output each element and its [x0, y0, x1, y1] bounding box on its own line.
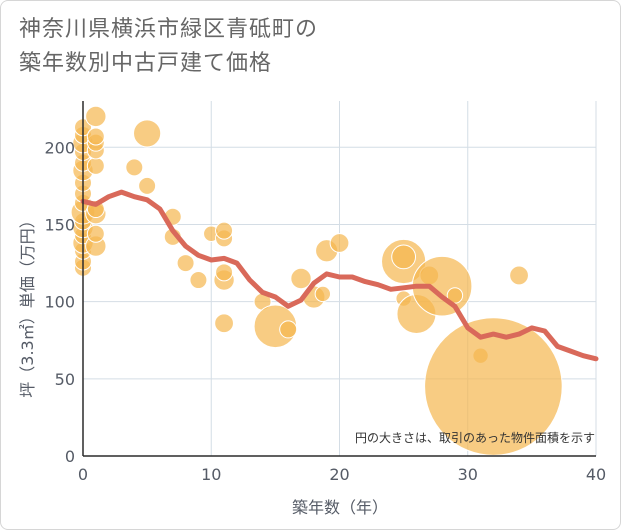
x-tick-label: 0 [78, 465, 88, 484]
bubble-point [279, 320, 298, 339]
bubble-point [329, 233, 350, 253]
y-tick-label: 0 [65, 447, 75, 466]
bubble-point [314, 285, 332, 303]
y-tick-label: 150 [44, 215, 75, 234]
bubble-point [215, 221, 234, 240]
y-tick-label: 100 [44, 293, 75, 312]
trend-layer [80, 189, 599, 362]
bubble-point [290, 267, 312, 290]
tick-labels: 0 10 20 30 40 0 50 100 150 200 [44, 138, 606, 484]
bubble-point [86, 127, 105, 146]
chart-title-line-1: 神奈川県横浜市緑区青砥町の [19, 17, 319, 42]
bubble-point [189, 271, 208, 290]
chart-title: 神奈川県横浜市緑区青砥町の 築年数別中古戸建て価格 [19, 13, 579, 81]
y-tick-label: 200 [44, 138, 75, 157]
x-tick-label: 10 [201, 465, 221, 484]
axes [82, 101, 596, 457]
size-note: 円の大きさは、取引のあった物件面積を示す [355, 430, 595, 445]
x-axis-label: 築年数（年） [292, 498, 388, 517]
bubble-point [138, 176, 157, 195]
bubble-point [86, 156, 105, 175]
x-tick-label: 40 [586, 465, 606, 484]
bubble-point [509, 265, 529, 286]
y-axis-label: 坪（3.3㎡）単価（万円） [18, 212, 37, 397]
bubble-point [85, 105, 107, 128]
x-tick-label: 30 [458, 465, 478, 484]
chart-title-line-2: 築年数別中古戸建て価格 [19, 51, 273, 76]
bubble-point [125, 158, 144, 177]
trend-line [80, 189, 599, 362]
x-tick-label: 20 [329, 465, 349, 484]
y-tick-label: 50 [55, 370, 75, 389]
bubble-point [86, 224, 105, 243]
bubble-point [391, 244, 417, 270]
bubble-point [214, 313, 234, 334]
bubble-point [215, 263, 234, 282]
bubble-point [446, 287, 464, 304]
bubble-point [176, 254, 195, 273]
bubble-point [133, 119, 162, 148]
